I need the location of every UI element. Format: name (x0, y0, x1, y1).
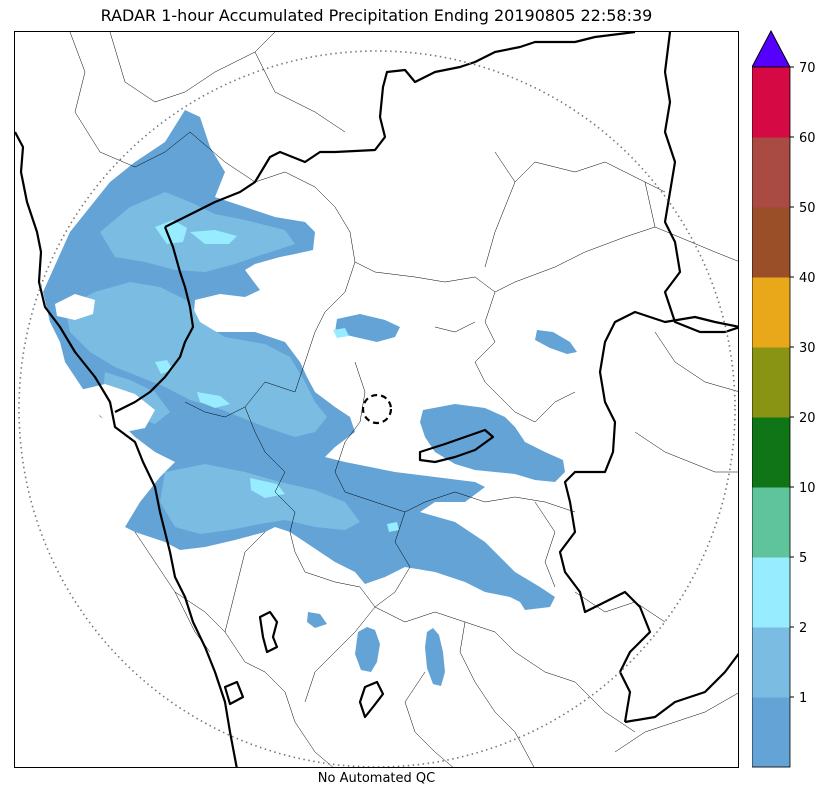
district-line (434, 321, 476, 333)
district-line (69, 32, 191, 168)
state-border-small-3 (223, 680, 245, 706)
precip-cell-south-2 (425, 628, 445, 686)
colorbar-tick-label: 2 (799, 621, 807, 636)
precip-heavy-2 (190, 230, 237, 244)
colorbar-tick-label: 1 (799, 691, 807, 706)
district-line (474, 291, 496, 383)
dry-pockets (55, 294, 370, 432)
colorbar-bin (752, 207, 790, 278)
district-line (404, 671, 454, 767)
colorbar-bin (752, 487, 790, 558)
precip-heavy-6 (333, 328, 349, 338)
district-line (254, 51, 346, 133)
district-line (184, 381, 296, 418)
precip-cell-east (535, 330, 577, 354)
district-line (484, 181, 516, 268)
colorbar-bin (752, 347, 790, 418)
district-line (374, 511, 411, 608)
precip-cell-center (335, 314, 400, 342)
radar-map-svg (15, 32, 738, 767)
precip-cell-south-1 (355, 627, 380, 672)
district-line (484, 381, 576, 423)
district-line (304, 571, 376, 703)
colorbar-bin (752, 627, 790, 698)
state-border-small-2 (358, 680, 385, 719)
colorbar-bins (752, 30, 791, 768)
district-line (224, 531, 266, 673)
district-line (334, 361, 406, 513)
radar-site-marker (361, 393, 393, 425)
district-line (374, 606, 516, 653)
state-border-ghats (114, 226, 195, 413)
district-line (614, 692, 738, 753)
plot-title: RADAR 1-hour Accumulated Precipitation E… (100, 6, 653, 25)
state-border-east (663, 32, 738, 334)
colorbar-bin (752, 697, 790, 768)
colorbar-bin (752, 557, 790, 628)
dry-pocket-1 (55, 294, 95, 320)
district-line (294, 261, 356, 393)
district-line (494, 151, 666, 193)
district-line (654, 331, 738, 392)
precip-cell-small (307, 612, 327, 628)
colorbar-tick-label: 50 (799, 201, 816, 216)
precip-moderate-3 (160, 464, 360, 534)
precip-moderate-2 (65, 282, 327, 437)
colorbar-tick-label: 20 (799, 411, 816, 426)
colorbar-tick-label: 30 (799, 341, 816, 356)
district-line (244, 406, 306, 573)
district-line (574, 591, 666, 623)
state-border-south (558, 310, 738, 723)
precip-heavy-7 (387, 522, 399, 532)
colorbar-tick-label: 5 (799, 551, 807, 566)
precip-heavy-1 (155, 220, 187, 244)
colorbar-bin (752, 417, 790, 488)
precip-heavy-3 (197, 392, 230, 408)
district-line (314, 186, 738, 293)
colorbar-bin (752, 277, 790, 348)
district-line (404, 491, 576, 513)
district-line (459, 621, 535, 767)
qc-note: No Automated QC (317, 771, 436, 786)
colorbar-bin (752, 137, 790, 208)
state-border-small-1 (258, 610, 279, 654)
colorbar-tick-label: 40 (799, 271, 816, 286)
colorbar-tick-label: 10 (799, 481, 816, 496)
coastline (15, 131, 238, 767)
dry-pocket-3 (305, 347, 370, 382)
colorbar-tick-label: 70 (799, 61, 816, 76)
district-line (644, 181, 656, 228)
radar-map (14, 31, 739, 768)
district-line (634, 431, 738, 473)
colorbar: 1 2 5 10 20 30 40 50 60 70 (752, 30, 816, 768)
state-border-enclave (418, 428, 495, 464)
colorbar-bin (752, 67, 790, 138)
state-border-east-2 (624, 652, 738, 724)
state-boundaries (15, 32, 738, 767)
radar-range-ring (18, 50, 736, 767)
district-line (264, 671, 334, 767)
colorbar-extend-triangle (752, 30, 791, 68)
district-boundaries (69, 32, 738, 767)
dry-pocket-2 (80, 384, 155, 432)
district-line (534, 501, 556, 588)
district-line (109, 32, 276, 103)
colorbar-tick-label: 60 (799, 131, 816, 146)
colorbar-labels: 1 2 5 10 20 30 40 50 60 70 (790, 61, 816, 706)
state-border-west (164, 32, 636, 228)
precip-area-east-band (420, 404, 565, 482)
district-line (514, 651, 636, 733)
